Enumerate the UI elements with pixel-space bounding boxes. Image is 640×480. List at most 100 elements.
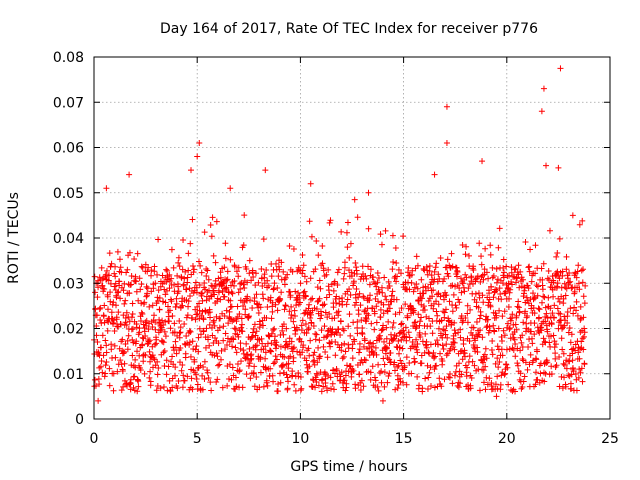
data-point — [194, 381, 201, 388]
data-point — [456, 368, 463, 375]
data-point — [426, 315, 433, 322]
data-point — [163, 287, 170, 294]
data-point — [430, 349, 437, 356]
data-point — [205, 374, 212, 381]
data-point — [543, 162, 550, 169]
data-point — [380, 322, 387, 329]
data-point — [488, 347, 495, 354]
data-point — [106, 250, 113, 257]
data-point — [568, 346, 575, 353]
data-point — [482, 386, 489, 393]
data-point — [117, 321, 124, 328]
data-point — [348, 373, 355, 380]
data-point — [301, 288, 308, 295]
data-point — [129, 336, 136, 343]
data-point — [137, 317, 144, 324]
data-point — [341, 377, 348, 384]
data-point — [517, 347, 524, 354]
data-point — [344, 244, 351, 251]
data-point — [430, 287, 437, 294]
data-point — [406, 286, 413, 293]
data-point — [579, 217, 586, 224]
data-point — [99, 369, 106, 376]
data-point — [522, 308, 529, 315]
data-point — [333, 367, 340, 374]
data-point — [464, 319, 471, 326]
data-point — [492, 360, 499, 367]
data-point — [112, 280, 119, 287]
data-point — [110, 370, 117, 377]
data-point — [168, 246, 175, 253]
data-point — [232, 344, 239, 351]
data-point — [493, 287, 500, 294]
data-point — [101, 286, 108, 293]
data-point — [271, 325, 278, 332]
data-point — [260, 322, 267, 329]
data-point — [561, 361, 568, 368]
data-point — [187, 240, 194, 247]
data-point — [189, 216, 196, 223]
data-point — [556, 383, 563, 390]
data-point — [547, 305, 554, 312]
data-point — [258, 265, 265, 272]
data-point — [437, 293, 444, 300]
data-point — [441, 376, 448, 383]
data-point — [105, 277, 112, 284]
data-point — [482, 245, 489, 252]
data-point — [294, 296, 301, 303]
data-point — [310, 352, 317, 359]
data-point — [435, 271, 442, 278]
data-point — [171, 329, 178, 336]
data-point — [542, 370, 549, 377]
data-point — [390, 319, 397, 326]
data-point — [576, 221, 583, 228]
data-point — [519, 344, 526, 351]
data-point — [400, 233, 407, 240]
data-point — [508, 269, 515, 276]
y-axis-label: ROTI / TECUs — [6, 192, 22, 284]
data-point — [395, 362, 402, 369]
data-point — [243, 265, 250, 272]
data-point — [247, 375, 254, 382]
data-point — [518, 274, 525, 281]
data-point — [318, 312, 325, 319]
data-point — [250, 369, 257, 376]
data-point — [269, 372, 276, 379]
data-point — [435, 301, 442, 308]
data-point — [461, 288, 468, 295]
data-point — [536, 306, 543, 313]
data-point — [312, 266, 319, 273]
data-point — [449, 263, 456, 270]
data-point — [506, 295, 513, 302]
data-point — [477, 312, 484, 319]
data-point — [480, 367, 487, 374]
data-point — [183, 332, 190, 339]
x-tick-label: 20 — [498, 431, 516, 447]
data-point — [316, 277, 323, 284]
data-point — [111, 283, 118, 290]
data-point — [472, 337, 479, 344]
data-point — [536, 314, 543, 321]
data-point — [371, 310, 378, 317]
data-point — [538, 327, 545, 334]
data-point — [556, 354, 563, 361]
data-point — [210, 288, 217, 295]
data-point — [442, 331, 449, 338]
data-point — [356, 346, 363, 353]
data-point — [486, 290, 493, 297]
data-point — [446, 318, 453, 325]
data-point — [246, 270, 253, 277]
data-point — [130, 384, 137, 391]
data-point — [228, 303, 235, 310]
data-point — [501, 269, 508, 276]
data-point — [137, 286, 144, 293]
data-point — [409, 339, 416, 346]
data-point — [546, 227, 553, 234]
data-point — [521, 373, 528, 380]
data-point — [221, 346, 228, 353]
data-point — [330, 304, 337, 311]
data-point — [566, 358, 573, 365]
data-point — [154, 271, 161, 278]
data-point — [566, 270, 573, 277]
data-point — [540, 85, 547, 92]
